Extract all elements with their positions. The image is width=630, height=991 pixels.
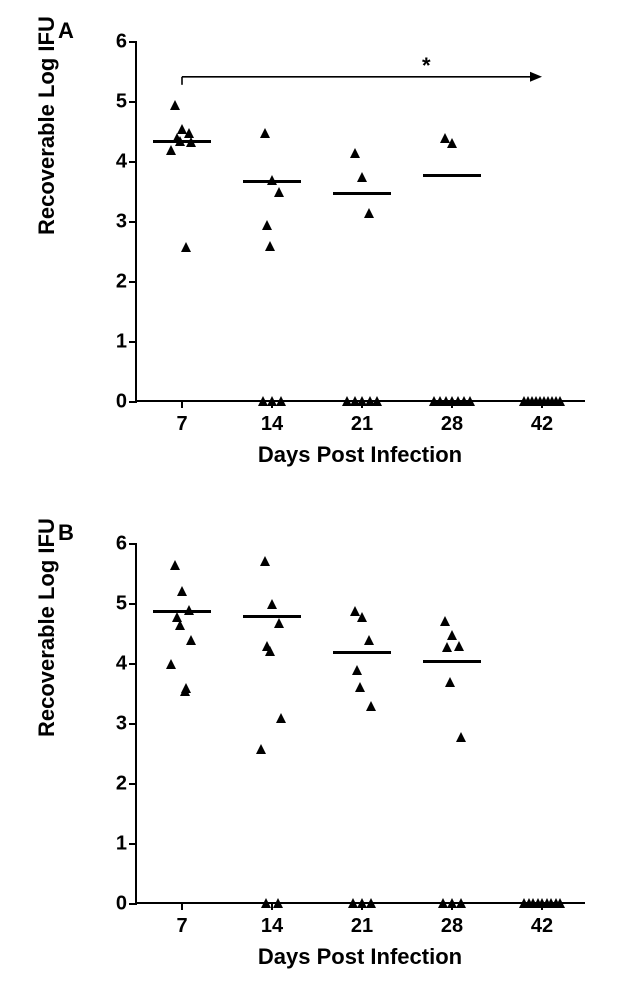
scatter-marker [456, 732, 466, 742]
scatter-marker [357, 612, 367, 622]
ytick-line [129, 543, 137, 546]
xtick-label: 14 [261, 915, 283, 938]
ytick-label: 5 [95, 91, 127, 114]
ytick-line [129, 843, 137, 846]
scatter-marker [265, 646, 275, 656]
xtick-label: 42 [531, 413, 553, 436]
ytick-label: 1 [95, 331, 127, 354]
mean-line [333, 651, 391, 654]
figure: A0123456714212842*Recoverable Log IFUDay… [0, 0, 630, 991]
ytick-label: 6 [95, 31, 127, 54]
xlabel: Days Post Infection [135, 442, 585, 468]
scatter-marker [170, 560, 180, 570]
ytick-line [129, 603, 137, 606]
scatter-marker [447, 630, 457, 640]
ytick-label: 5 [95, 593, 127, 616]
scatter-marker [555, 898, 565, 908]
scatter-marker [440, 616, 450, 626]
scatter-marker [261, 898, 271, 908]
scatter-marker [355, 682, 365, 692]
significance-star: * [422, 53, 431, 79]
panel-label-B: B [58, 520, 74, 546]
scatter-marker [186, 635, 196, 645]
scatter-marker [274, 618, 284, 628]
scatter-marker [366, 701, 376, 711]
ytick-line [129, 161, 137, 164]
scatter-marker [273, 898, 283, 908]
ytick-label: 1 [95, 833, 127, 856]
scatter-marker [175, 620, 185, 630]
xtick-label: 21 [351, 413, 373, 436]
scatter-marker [276, 713, 286, 723]
ytick-line [129, 783, 137, 786]
ytick-line [129, 903, 137, 906]
xtick-label: 21 [351, 915, 373, 938]
ytick-label: 0 [95, 391, 127, 414]
ytick-label: 2 [95, 271, 127, 294]
scatter-marker [352, 665, 362, 675]
ytick-label: 0 [95, 893, 127, 916]
ytick-label: 3 [95, 713, 127, 736]
scatter-marker [442, 642, 452, 652]
scatter-marker [166, 659, 176, 669]
scatter-marker [177, 586, 187, 596]
panel-label-A: A [58, 18, 74, 44]
xtick-label: 7 [176, 413, 187, 436]
scatter-marker [456, 898, 466, 908]
xtick-label: 28 [441, 413, 463, 436]
xtick-label: 14 [261, 413, 283, 436]
ytick-label: 6 [95, 533, 127, 556]
xtick-line [181, 902, 184, 910]
ytick-line [129, 101, 137, 104]
mean-line [153, 610, 211, 613]
scatter-marker [180, 686, 190, 696]
xtick-label: 7 [176, 915, 187, 938]
ytick-line [129, 401, 137, 404]
ytick-line [129, 723, 137, 726]
scatter-marker [366, 898, 376, 908]
scatter-marker [454, 641, 464, 651]
xtick-label: 28 [441, 915, 463, 938]
ylabel: Recoverable Log IFU [34, 211, 60, 235]
scatter-marker [267, 599, 277, 609]
ylabel: Recoverable Log IFU [34, 713, 60, 737]
ytick-label: 2 [95, 773, 127, 796]
ytick-line [129, 281, 137, 284]
plot-area-A: 0123456714212842* [135, 42, 585, 402]
xlabel: Days Post Infection [135, 944, 585, 970]
plot-area-B: 0123456714212842 [135, 544, 585, 904]
scatter-marker [445, 677, 455, 687]
ytick-line [129, 663, 137, 666]
scatter-marker [260, 556, 270, 566]
ytick-line [129, 221, 137, 224]
mean-line [423, 660, 481, 663]
significance-arrow [137, 42, 587, 402]
ytick-label: 3 [95, 211, 127, 234]
mean-line [243, 615, 301, 618]
scatter-marker [256, 744, 266, 754]
ytick-label: 4 [95, 653, 127, 676]
xtick-label: 42 [531, 915, 553, 938]
ytick-line [129, 41, 137, 44]
scatter-marker [364, 635, 374, 645]
ytick-label: 4 [95, 151, 127, 174]
ytick-line [129, 341, 137, 344]
